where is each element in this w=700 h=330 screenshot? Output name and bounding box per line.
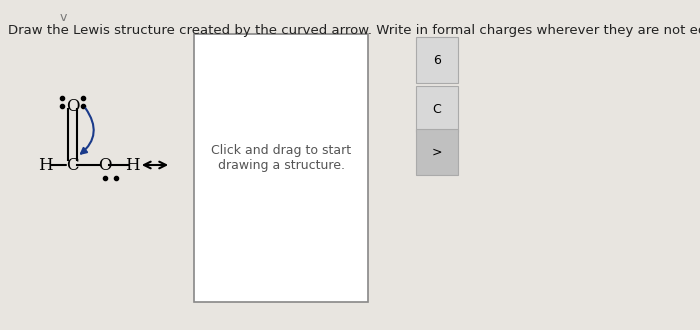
Text: v: v xyxy=(60,11,67,24)
FancyBboxPatch shape xyxy=(416,129,458,175)
Text: H: H xyxy=(38,156,52,174)
Text: 6: 6 xyxy=(433,54,441,67)
Text: >: > xyxy=(432,146,442,158)
FancyBboxPatch shape xyxy=(194,34,368,302)
Text: Draw the Lewis structure created by the curved arrow. Write in formal charges wh: Draw the Lewis structure created by the … xyxy=(8,24,700,37)
FancyBboxPatch shape xyxy=(416,86,458,132)
Text: O: O xyxy=(98,156,111,174)
FancyBboxPatch shape xyxy=(416,37,458,83)
Text: H: H xyxy=(125,156,139,174)
Text: C: C xyxy=(66,156,79,174)
Text: C: C xyxy=(433,103,441,116)
Text: O: O xyxy=(66,98,79,115)
Text: Click and drag to start
drawing a structure.: Click and drag to start drawing a struct… xyxy=(211,145,351,173)
